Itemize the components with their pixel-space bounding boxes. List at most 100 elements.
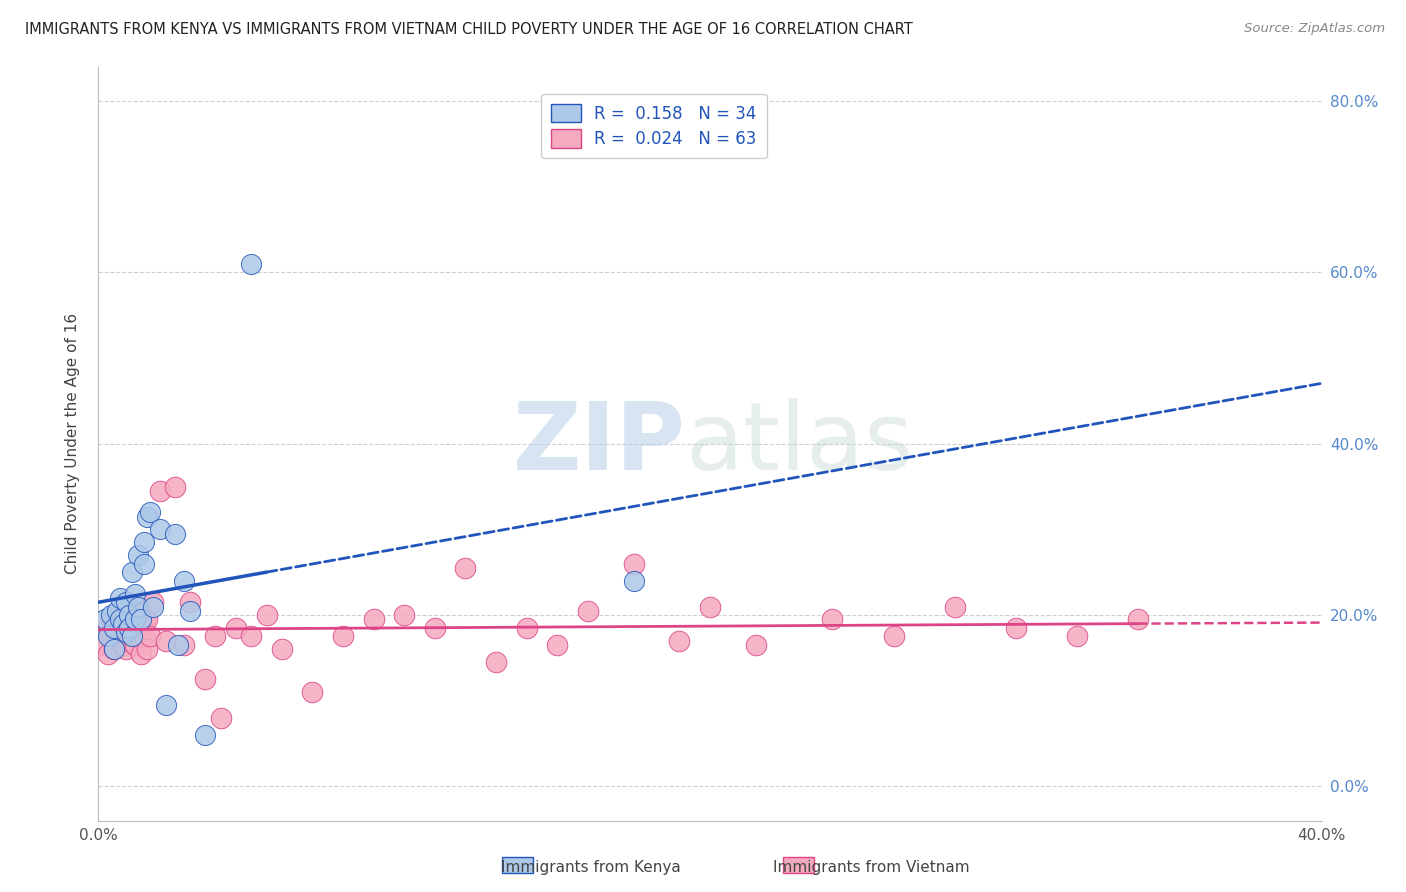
Point: [134, 612, 156, 626]
Point: [139, 505, 162, 519]
Point: [155, 633, 177, 648]
Point: [129, 612, 152, 626]
Point: [100, 608, 122, 623]
Point: [118, 621, 141, 635]
Point: [883, 630, 905, 644]
Point: [301, 685, 323, 699]
Point: [108, 633, 131, 648]
Point: [173, 638, 195, 652]
Point: [103, 642, 125, 657]
Point: [111, 612, 134, 626]
Point: [485, 655, 508, 669]
Point: [121, 566, 143, 580]
Point: [103, 642, 125, 657]
Point: [105, 621, 128, 635]
Point: [124, 612, 146, 626]
Point: [136, 612, 159, 626]
Point: [97, 621, 120, 635]
Point: [127, 630, 149, 644]
Point: [103, 608, 125, 623]
Point: [129, 621, 152, 635]
Point: [516, 621, 538, 635]
Point: [111, 616, 134, 631]
Point: [225, 621, 247, 635]
Point: [163, 480, 186, 494]
Point: [118, 625, 141, 640]
Point: [115, 630, 138, 644]
Point: [204, 630, 226, 644]
Point: [129, 647, 152, 661]
Text: IMMIGRANTS FROM KENYA VS IMMIGRANTS FROM VIETNAM CHILD POVERTY UNDER THE AGE OF : IMMIGRANTS FROM KENYA VS IMMIGRANTS FROM…: [25, 22, 912, 37]
Text: Immigrants from Kenya: Immigrants from Kenya: [501, 860, 681, 874]
Text: Immigrants from Vietnam: Immigrants from Vietnam: [773, 860, 970, 874]
Point: [194, 728, 217, 742]
Point: [623, 574, 645, 588]
Point: [134, 557, 156, 571]
Point: [155, 698, 177, 712]
Point: [699, 599, 721, 614]
Point: [115, 625, 138, 640]
Point: [118, 608, 141, 623]
Point: [209, 711, 232, 725]
Point: [121, 630, 143, 644]
Point: [149, 483, 172, 498]
Point: [100, 612, 122, 626]
Point: [136, 642, 159, 657]
Point: [124, 587, 146, 601]
Point: [105, 604, 128, 618]
Point: [100, 630, 122, 644]
Point: [173, 574, 195, 588]
Point: [115, 642, 138, 657]
Point: [103, 621, 125, 635]
Point: [821, 612, 844, 626]
Point: [163, 526, 186, 541]
Point: [108, 616, 131, 631]
Point: [240, 630, 263, 644]
Point: [93, 638, 115, 652]
Point: [127, 548, 149, 562]
Point: [943, 599, 966, 614]
Point: [363, 612, 385, 626]
Point: [93, 612, 115, 626]
Point: [256, 608, 278, 623]
Point: [134, 630, 156, 644]
Point: [167, 638, 190, 652]
Point: [546, 638, 568, 652]
Point: [1128, 612, 1150, 626]
Point: [194, 673, 217, 687]
Point: [127, 599, 149, 614]
Point: [121, 612, 143, 626]
Legend: R =  0.158   N = 34, R =  0.024   N = 63: R = 0.158 N = 34, R = 0.024 N = 63: [541, 94, 766, 158]
FancyBboxPatch shape: [502, 857, 533, 873]
Point: [97, 630, 120, 644]
Point: [576, 604, 599, 618]
Point: [108, 591, 131, 605]
Point: [134, 535, 156, 549]
Point: [108, 612, 131, 626]
Point: [1066, 630, 1088, 644]
Point: [179, 595, 201, 609]
Y-axis label: Child Poverty Under the Age of 16: Child Poverty Under the Age of 16: [65, 313, 80, 574]
Point: [127, 599, 149, 614]
Point: [118, 633, 141, 648]
Text: atlas: atlas: [686, 398, 914, 490]
Text: Source: ZipAtlas.com: Source: ZipAtlas.com: [1244, 22, 1385, 36]
Text: ZIP: ZIP: [513, 398, 686, 490]
Point: [623, 557, 645, 571]
Point: [97, 647, 120, 661]
Point: [668, 633, 690, 648]
Point: [121, 630, 143, 644]
Point: [124, 638, 146, 652]
Point: [423, 621, 446, 635]
Point: [105, 630, 128, 644]
Point: [149, 523, 172, 537]
Point: [115, 595, 138, 609]
Point: [124, 621, 146, 635]
Point: [332, 630, 354, 644]
Point: [270, 642, 292, 657]
Point: [111, 638, 134, 652]
FancyBboxPatch shape: [783, 857, 814, 873]
Point: [392, 608, 416, 623]
Point: [136, 509, 159, 524]
Point: [139, 630, 162, 644]
